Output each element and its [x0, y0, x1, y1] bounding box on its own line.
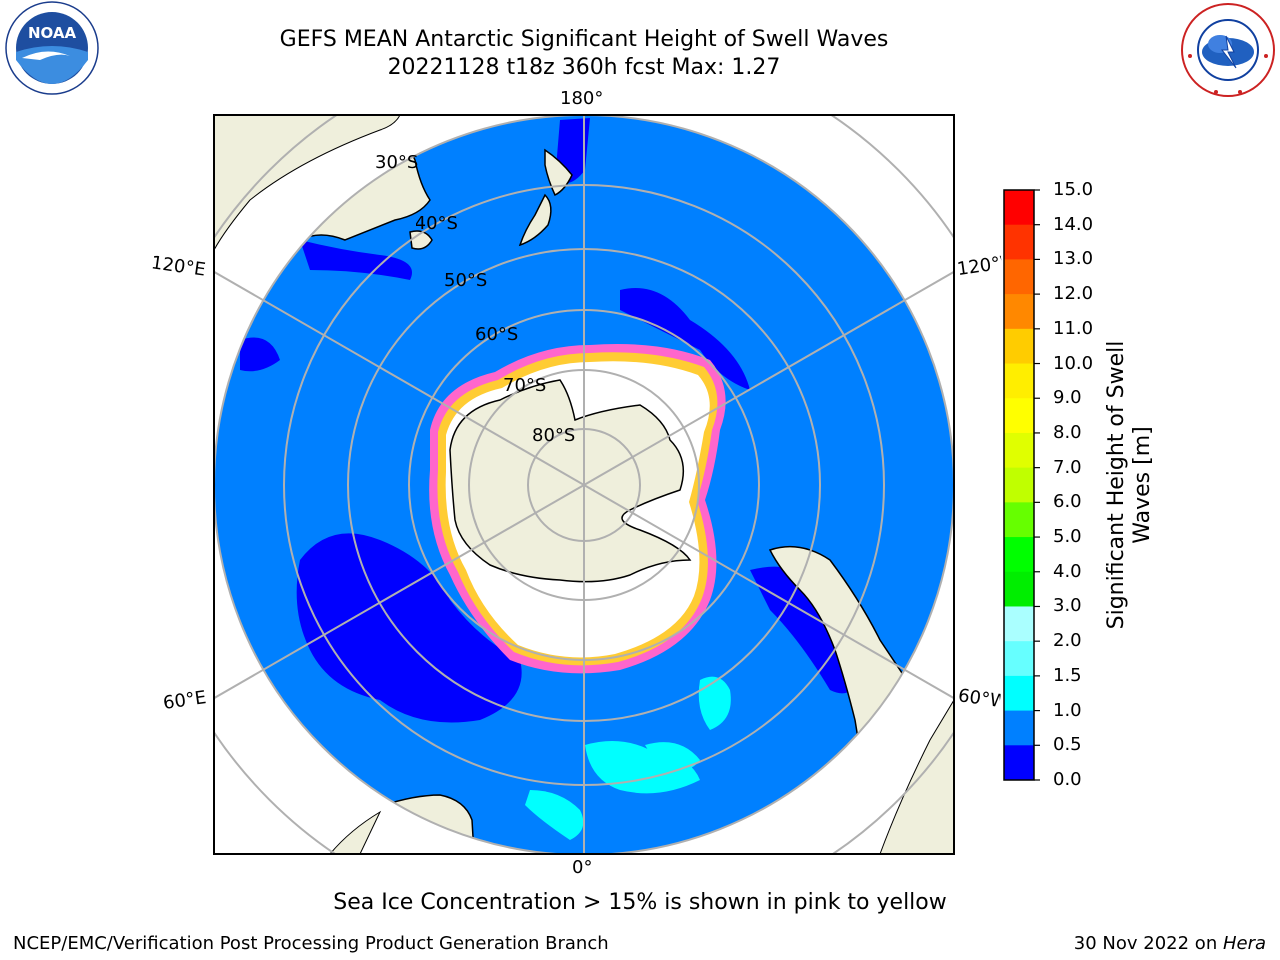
colorbar-tick-label: 13.0: [1053, 248, 1094, 270]
colorbar-segment: [1004, 363, 1034, 399]
lat-label-80s: 80°S: [532, 425, 576, 446]
chart-title: GEFS MEAN Antarctic Significant Height o…: [279, 27, 889, 52]
colorbar-tick-label: 10.0: [1053, 352, 1094, 374]
colorbar-segment: [1004, 571, 1034, 607]
colorbar-segment: [1004, 606, 1034, 642]
nws-logo: [1181, 3, 1275, 97]
colorbar-segment: [1004, 259, 1034, 295]
colorbar-tick-label: 0.5: [1053, 734, 1082, 756]
colorbar-segment: [1004, 537, 1034, 573]
colorbar-segment: [1004, 710, 1034, 746]
tasmania-landmass: [409, 230, 433, 250]
colorbar-border: [1003, 189, 1035, 781]
colorbar-segment: [1004, 675, 1034, 712]
lat-label-40s: 40°S: [416, 213, 458, 234]
colorbar-segment: [1004, 190, 1034, 226]
colorbar-segment: [1004, 294, 1034, 330]
colorbar-tick-label: 11.0: [1053, 317, 1094, 339]
colorbar-segment: [1004, 432, 1034, 469]
low-swell-region-ne: [620, 288, 750, 390]
colorbar-segment: [1004, 224, 1034, 260]
colorbar-segment: [1004, 328, 1034, 365]
moderate-swell-patch-2: [698, 676, 731, 730]
new-zealand-landmass: [518, 148, 573, 247]
sea-ice-note: Sea Ice Concentration > 15% is shown in …: [333, 890, 947, 915]
colorbar-tick-label: 15.0: [1053, 179, 1094, 200]
colorbar-label: Significant Height of Swell Waves [m]: [1104, 325, 1156, 645]
colorbar-tick-label: 3.0: [1053, 595, 1082, 617]
lat-label-30s: 30°S: [375, 152, 419, 173]
moderate-swell-patch-4: [645, 742, 700, 772]
colorbar-tick-label: 1.5: [1053, 664, 1082, 686]
footer-machine: Hera: [1222, 933, 1266, 954]
colorbar-tick-label: 5.0: [1053, 526, 1082, 548]
low-swell-region-west2: [240, 337, 280, 372]
noaa-logo-text: NOAA: [28, 24, 77, 42]
moderate-swell-patch-3: [525, 790, 584, 840]
colorbar-tick-label: 14.0: [1053, 213, 1094, 235]
colorbar-tick-label: 1.0: [1053, 699, 1082, 721]
colorbar-segment: [1004, 467, 1034, 503]
moderate-swell-patch-1: [585, 741, 700, 794]
colorbar-tick-label: 0.0: [1053, 769, 1082, 790]
colorbar-label-line1: Significant Height of Swell: [1104, 340, 1129, 630]
colorbar-segment: [1004, 745, 1034, 781]
noaa-logo: NOAA: [5, 1, 99, 95]
lat-label-70s: 70°S: [503, 375, 547, 396]
map-frame: [213, 114, 955, 855]
low-swell-region-east: [750, 566, 860, 694]
graticule: [214, 115, 954, 854]
colorbar-tick-label: 2.0: [1053, 630, 1082, 652]
lon-label-0: 0°: [572, 857, 593, 878]
colorbar-segment: [1004, 641, 1034, 677]
low-swell-region-nw: [300, 240, 412, 280]
lat-label-60s: 60°S: [475, 324, 519, 345]
colorbar: [1003, 189, 1040, 781]
colorbar-tick-label: 8.0: [1053, 421, 1082, 443]
colorbar-segment: [1004, 398, 1034, 434]
australia-corner-land: [214, 115, 401, 251]
colorbar-label-line2: Waves [m]: [1130, 426, 1155, 544]
colorbar-segment: [1004, 502, 1034, 538]
footer-credit: NCEP/EMC/Verification Post Processing Pr…: [13, 933, 609, 954]
colorbar-tick-label: 12.0: [1053, 283, 1094, 305]
colorbar-tick-label: 9.0: [1053, 387, 1082, 409]
footer-date-text: 30 Nov 2022 on: [1073, 933, 1223, 954]
chart-subtitle: 20221128 t18z 360h fcst Max: 1.27: [387, 55, 781, 80]
colorbar-tick-label: 6.0: [1053, 491, 1082, 513]
footer-date: 30 Nov 2022 on Hera: [1074, 933, 1266, 954]
colorbar-tick-label: 4.0: [1053, 560, 1082, 582]
lon-label-180: 180°: [560, 88, 604, 109]
colorbar-tick-label: 7.0: [1053, 456, 1082, 478]
lat-label-50s: 50°S: [444, 270, 488, 291]
africa-corner-land: [329, 810, 382, 854]
